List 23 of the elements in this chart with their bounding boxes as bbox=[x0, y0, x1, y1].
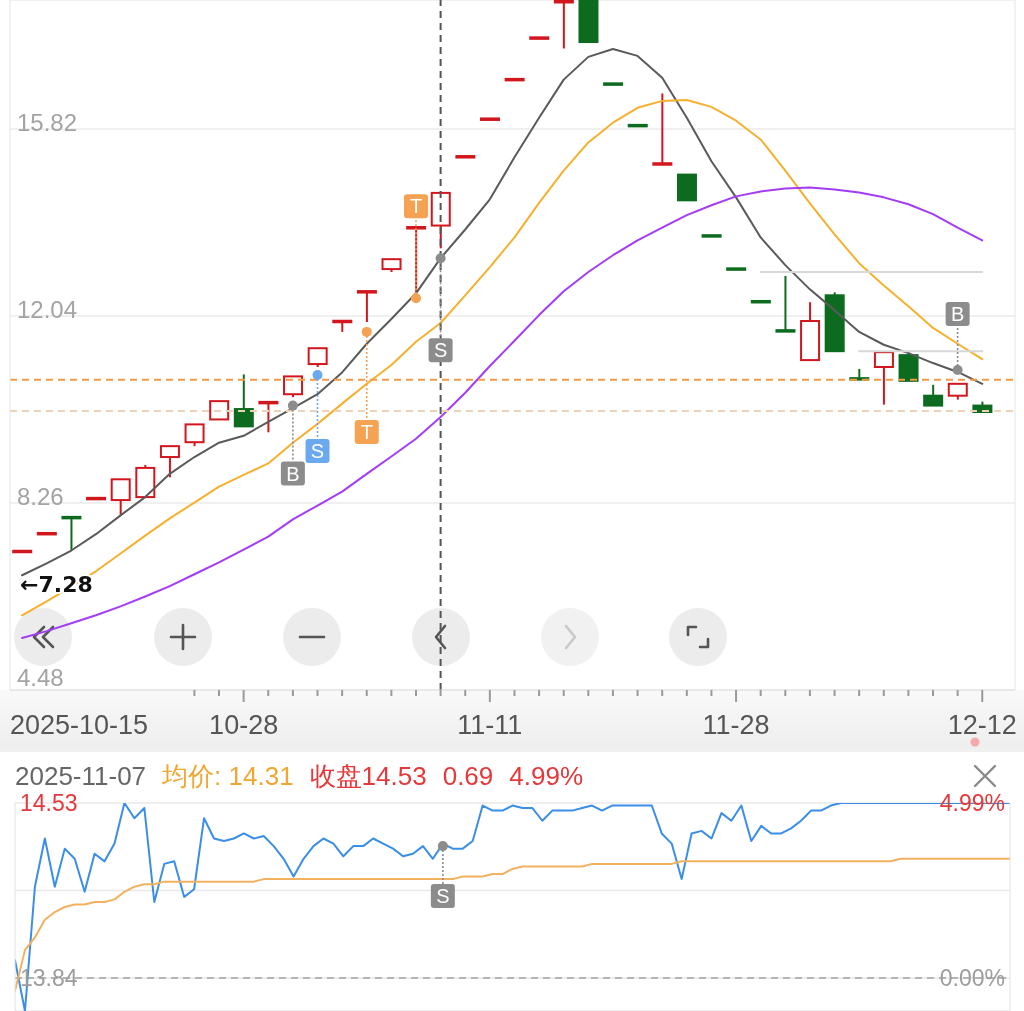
data-label: T bbox=[409, 195, 423, 218]
data-label: S bbox=[436, 885, 450, 908]
data-label: S bbox=[433, 339, 448, 362]
data-label: B bbox=[286, 462, 300, 485]
data-label: T bbox=[360, 421, 373, 444]
text: 4.99% bbox=[509, 760, 584, 792]
x-tick-label: 11-28 bbox=[702, 709, 770, 740]
chart-title: 2025-11-07 bbox=[15, 760, 147, 792]
y-tick-label: 14.53 bbox=[20, 790, 78, 817]
text: 2025-10-15 bbox=[10, 709, 149, 740]
x-tick-label: 10-28 bbox=[209, 709, 279, 740]
line-series bbox=[15, 857, 1010, 992]
y-tick-label: 4.48 bbox=[17, 663, 64, 691]
text: 0.69 bbox=[442, 760, 494, 792]
y-tick-label: 12.04 bbox=[17, 295, 78, 323]
data-label: S bbox=[310, 440, 325, 463]
y-tick-label: 15.82 bbox=[17, 108, 78, 136]
text: 收盘14.53 bbox=[309, 759, 427, 793]
x-tick-label: 12-12 bbox=[947, 709, 1017, 740]
data-label: B bbox=[950, 303, 965, 326]
text: 均价: 14.31 bbox=[162, 759, 294, 793]
y-tick-label: 8.26 bbox=[17, 482, 64, 510]
x-tick-label: 11-11 bbox=[457, 709, 523, 740]
